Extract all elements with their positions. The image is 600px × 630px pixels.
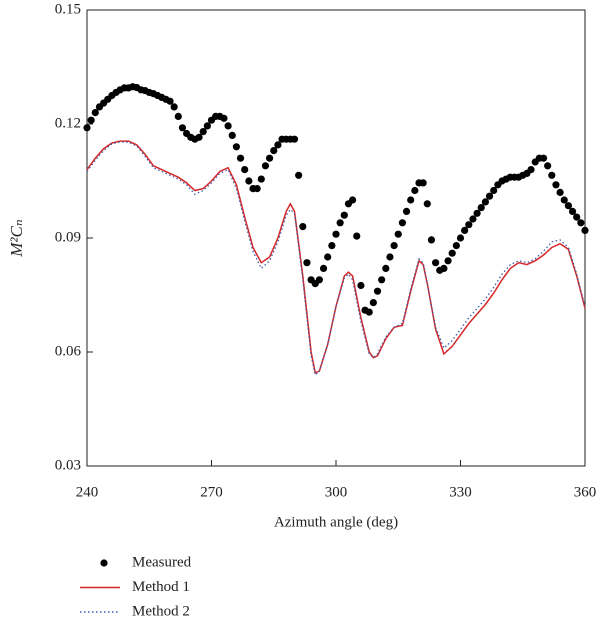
plot-frame (86, 9, 586, 467)
data-point (490, 186, 498, 195)
data-point (527, 166, 535, 174)
data-point (373, 287, 382, 295)
data-point (253, 185, 261, 193)
data-point (378, 276, 386, 284)
data-point (481, 198, 489, 206)
y-tick-label: 0.09 (55, 229, 81, 245)
x-tick-label: 240 (76, 484, 99, 500)
data-point (315, 276, 323, 284)
data-point (266, 154, 274, 162)
data-point (195, 133, 203, 141)
data-point (353, 232, 361, 240)
data-point (461, 226, 469, 234)
legend-label: Method 1 (132, 579, 190, 595)
data-point (394, 230, 402, 238)
data-point (170, 103, 178, 111)
y-tick-label: 0.06 (55, 343, 82, 359)
data-point (390, 242, 398, 250)
y-axis-label: M²Cₙ (7, 219, 26, 258)
data-point (261, 162, 270, 170)
data-point (340, 211, 348, 219)
data-point (245, 177, 253, 185)
data-point (564, 202, 573, 210)
x-axis-label: Azimuth angle (deg) (274, 514, 398, 530)
data-line (86, 140, 586, 374)
data-point (465, 221, 473, 229)
data-point (332, 230, 340, 238)
data-point (328, 242, 336, 250)
x-tick-label: 360 (574, 484, 597, 500)
data-point (432, 259, 440, 267)
data-point (349, 196, 357, 204)
data-point (166, 97, 174, 105)
data-point (270, 147, 278, 155)
data-point (357, 281, 365, 290)
data-point (336, 219, 344, 227)
y-tick-label: 0.03 (55, 457, 81, 473)
data-point (274, 141, 282, 149)
data-point (552, 181, 560, 189)
data-point (369, 299, 377, 307)
data-point (236, 154, 245, 162)
data-point (402, 207, 411, 215)
data-point (224, 122, 232, 130)
data-point (444, 257, 452, 265)
data-point (477, 204, 485, 212)
data-point (448, 249, 456, 257)
data-point (548, 171, 556, 179)
data-point (324, 253, 332, 261)
legend-label: Measured (132, 554, 192, 570)
data-point (220, 114, 228, 122)
data-point (228, 131, 236, 139)
data-point (411, 186, 419, 195)
data-point (203, 122, 211, 130)
data-point (581, 226, 589, 234)
data-point (257, 175, 265, 183)
data-point (178, 124, 187, 132)
data-point (382, 264, 390, 272)
data-point (174, 112, 182, 120)
y-tick-label: 0.15 (55, 1, 81, 17)
data-line (86, 141, 586, 377)
legend-marker (100, 559, 108, 567)
data-point (199, 128, 207, 136)
data-point (560, 196, 568, 204)
data-point (556, 188, 564, 196)
data-point (568, 207, 577, 215)
data-point (303, 259, 311, 267)
data-point (473, 209, 481, 217)
data-point (452, 242, 460, 250)
data-point (427, 236, 436, 244)
data-point (241, 166, 249, 174)
data-point (87, 116, 95, 124)
data-point (469, 215, 477, 223)
data-point (573, 213, 581, 221)
data-point (419, 179, 427, 187)
data-point (485, 192, 494, 200)
data-point (365, 308, 373, 316)
data-point (407, 196, 415, 204)
data-point (83, 124, 91, 132)
data-point (232, 143, 240, 151)
data-point (398, 219, 406, 227)
data-point (539, 154, 548, 162)
data-point (577, 219, 585, 227)
data-point (319, 264, 328, 272)
x-tick-label: 300 (325, 484, 348, 500)
data-point (386, 253, 394, 261)
data-point (295, 171, 303, 179)
data-point (290, 135, 299, 143)
data-point (91, 109, 99, 117)
data-point (423, 200, 431, 208)
x-tick-label: 270 (200, 484, 223, 500)
legend-label: Method 2 (132, 603, 190, 619)
x-tick-label: 330 (449, 484, 472, 500)
y-tick-label: 0.12 (55, 115, 81, 131)
data-point (299, 223, 307, 231)
data-point (544, 162, 552, 170)
data-point (456, 234, 465, 242)
data-point (440, 264, 448, 272)
